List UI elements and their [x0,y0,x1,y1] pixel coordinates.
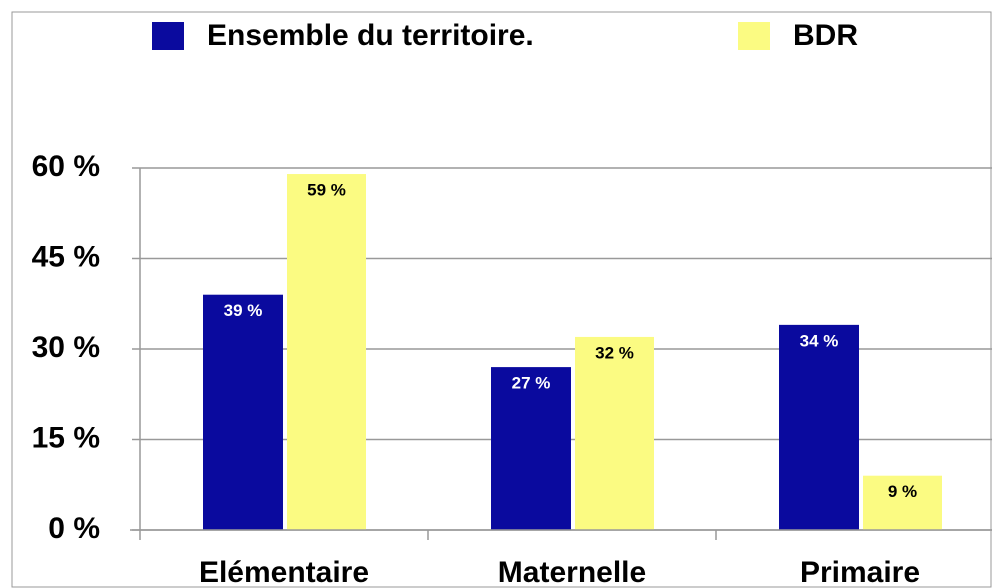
y-tick-label: 0 % [48,512,100,545]
y-tick-label: 15 % [32,421,100,454]
data-label: 27 % [512,374,551,393]
legend-label: BDR [793,19,858,52]
legend-swatch [152,22,184,50]
x-tick-label: Primaire [800,556,920,588]
data-label: 32 % [595,343,634,362]
legend-swatch [738,22,770,50]
frame [11,11,992,588]
data-label: 39 % [224,301,263,320]
x-tick-label: Elémentaire [199,556,369,588]
y-tick-label: 60 % [32,150,100,183]
bar [491,367,571,530]
bar [287,174,366,531]
data-label: 34 % [800,331,839,350]
data-label: 9 % [888,482,917,501]
y-tick-label: 30 % [32,331,100,364]
y-tick-label: 45 % [32,240,100,273]
legend-label: Ensemble du territoire. [207,19,534,52]
bar [203,294,283,530]
data-label: 59 % [307,181,346,200]
bar [779,324,859,530]
bar [575,336,654,530]
x-tick-label: Maternelle [498,556,646,588]
bar [863,475,942,530]
